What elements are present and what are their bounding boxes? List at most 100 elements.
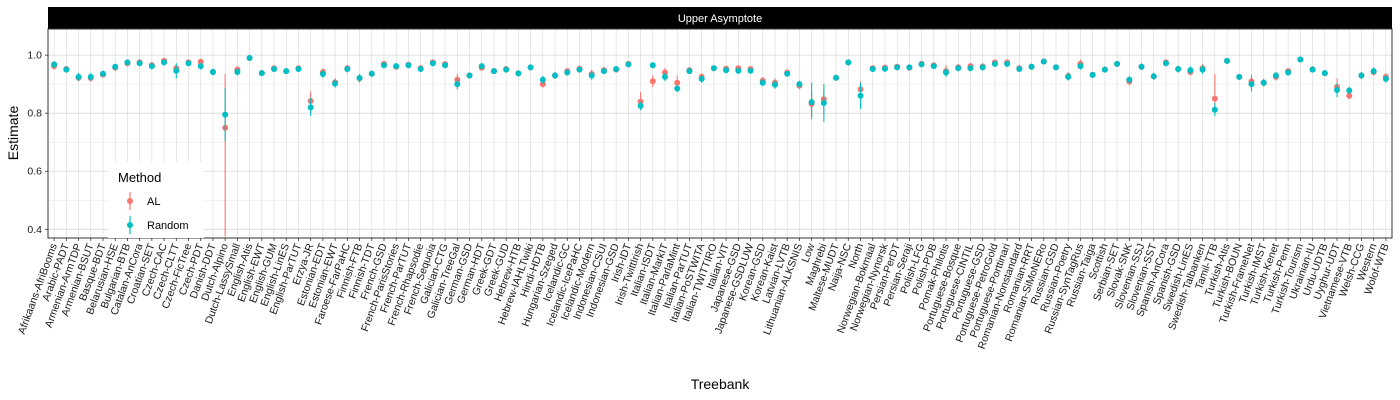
point-random xyxy=(258,70,265,77)
point-random xyxy=(112,63,119,70)
point-random xyxy=(1126,76,1133,83)
point-random xyxy=(1004,60,1011,67)
point-random xyxy=(979,64,986,71)
point-random xyxy=(63,66,70,73)
point-random xyxy=(1224,57,1231,64)
legend-background xyxy=(108,162,204,238)
point-random xyxy=(943,69,950,76)
point-random xyxy=(1162,60,1169,67)
point-random xyxy=(771,81,778,88)
point-random xyxy=(1370,68,1377,75)
legend-key-al xyxy=(127,198,133,204)
point-random xyxy=(1334,86,1341,93)
point-random xyxy=(918,61,925,68)
point-random xyxy=(625,61,632,68)
point-random xyxy=(454,81,461,88)
point-al xyxy=(1346,92,1353,99)
point-random xyxy=(539,76,546,83)
panel-border xyxy=(47,28,1393,239)
point-random xyxy=(1053,64,1059,71)
point-random xyxy=(906,64,913,71)
point-random xyxy=(710,65,717,72)
point-random xyxy=(1040,58,1047,65)
point-random xyxy=(759,79,766,86)
y-tick-label: 1.0 xyxy=(27,50,42,62)
point-random xyxy=(478,63,485,70)
point-random xyxy=(515,70,522,77)
point-random xyxy=(588,72,595,79)
point-random xyxy=(1346,87,1353,94)
point-random xyxy=(99,70,106,77)
point-al xyxy=(197,58,204,65)
y-tick-label: 0.6 xyxy=(27,166,42,178)
point-random xyxy=(344,66,351,73)
point-random xyxy=(808,99,815,106)
point-random xyxy=(1077,63,1084,70)
point-random xyxy=(637,102,644,109)
point-random xyxy=(51,61,58,68)
point-random xyxy=(1138,63,1145,70)
point-random xyxy=(75,73,82,80)
point-random xyxy=(735,67,742,74)
point-random xyxy=(662,73,669,80)
point-random xyxy=(271,66,278,73)
point-random xyxy=(503,66,510,73)
point-random xyxy=(784,70,791,77)
point-random xyxy=(674,85,681,92)
point-random xyxy=(393,63,400,70)
point-random xyxy=(552,72,559,79)
point-random xyxy=(1248,81,1255,88)
point-random xyxy=(1309,66,1316,73)
point-random xyxy=(124,59,131,66)
point-random xyxy=(246,55,253,62)
point-random xyxy=(234,68,241,75)
legend: Method AL Random xyxy=(108,162,204,238)
point-random xyxy=(368,70,375,77)
point-random xyxy=(1297,56,1304,63)
point-random xyxy=(845,59,852,66)
point-random xyxy=(161,59,168,66)
point-random xyxy=(1175,66,1182,73)
data-marks xyxy=(51,55,1389,237)
point-al xyxy=(649,78,656,85)
point-random xyxy=(613,66,620,73)
point-random xyxy=(490,68,497,75)
legend-label-random: Random xyxy=(147,220,189,232)
point-random xyxy=(283,68,290,75)
point-random xyxy=(857,92,864,99)
point-random xyxy=(1101,66,1108,73)
point-al xyxy=(539,81,546,88)
point-random xyxy=(1382,75,1389,82)
y-axis-title: Estimate xyxy=(5,106,21,161)
point-random xyxy=(381,62,387,69)
point-random xyxy=(723,67,730,74)
legend-label-al: AL xyxy=(147,196,160,208)
point-random xyxy=(1089,71,1096,78)
point-random xyxy=(1016,66,1023,73)
legend-title: Method xyxy=(118,170,161,185)
point-al xyxy=(674,79,681,86)
point-random xyxy=(173,67,180,74)
point-random xyxy=(1028,63,1035,70)
point-random xyxy=(527,64,534,71)
point-random xyxy=(148,63,155,70)
point-random xyxy=(1199,66,1206,73)
point-random xyxy=(185,60,192,67)
point-random xyxy=(881,65,888,72)
point-random xyxy=(319,70,326,77)
point-random xyxy=(87,73,94,80)
point-random xyxy=(576,66,583,73)
point-random xyxy=(1211,106,1218,113)
point-random xyxy=(356,75,363,82)
point-random xyxy=(442,62,449,69)
point-random xyxy=(820,100,827,107)
point-random xyxy=(747,67,754,74)
point-random xyxy=(1236,73,1243,80)
point-random xyxy=(869,66,876,73)
point-al xyxy=(1211,95,1218,102)
point-random xyxy=(686,68,693,75)
point-random xyxy=(955,65,962,72)
y-tick-label: 0.8 xyxy=(27,108,42,120)
point-random xyxy=(649,62,656,69)
